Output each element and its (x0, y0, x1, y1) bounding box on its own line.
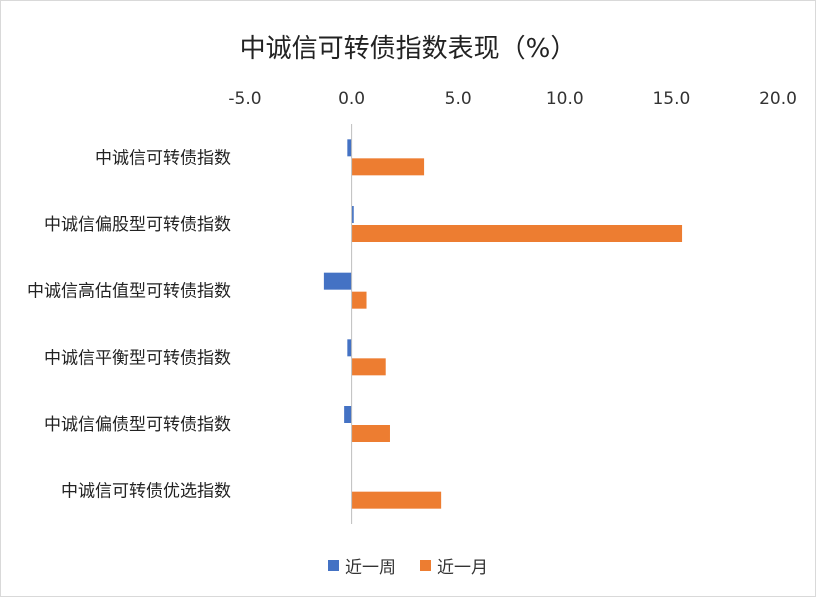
bars (323, 139, 683, 509)
category-label: 中诚信平衡型可转债指数 (44, 348, 231, 368)
x-tick-label: 0.0 (338, 89, 365, 109)
x-tick-label: 20.0 (759, 89, 797, 109)
bar-series-1 (344, 406, 352, 423)
bar-series-1 (347, 139, 352, 157)
bar-series-1 (323, 272, 352, 290)
x-tick-label: -5.0 (228, 89, 261, 109)
bar-series-2 (351, 491, 442, 509)
x-tick-label: 15.0 (652, 89, 690, 109)
category-label: 中诚信高估值型可转债指数 (27, 282, 231, 302)
legend-swatch-series-2 (420, 560, 431, 571)
chart-title: 中诚信可转债指数表现（%） (239, 34, 577, 64)
bar-series-1 (351, 206, 354, 223)
bar-series-2 (351, 291, 367, 309)
category-label: 中诚信可转债指数 (95, 148, 231, 168)
category-label: 中诚信偏股型可转债指数 (44, 215, 231, 235)
category-label: 中诚信偏债型可转债指数 (44, 415, 231, 435)
bar-series-1 (347, 339, 352, 357)
legend-label-series-2: 近一月 (437, 558, 488, 578)
x-tick-label: 10.0 (546, 89, 584, 109)
x-tick-label: 5.0 (445, 89, 472, 109)
x-axis-ticks: -5.0 0.0 5.0 10.0 15.0 20.0 (228, 89, 797, 109)
legend-item-series-2: 近一月 (420, 553, 488, 578)
category-label: 中诚信可转债优选指数 (61, 482, 231, 502)
legend: 近一周 近一月 (0, 553, 816, 578)
bar-series-2 (351, 425, 390, 442)
bar-series-2 (351, 358, 386, 376)
bar-series-2 (351, 158, 425, 176)
legend-swatch-series-1 (328, 560, 339, 571)
bar-series-2 (351, 225, 683, 242)
legend-label-series-1: 近一周 (345, 558, 396, 578)
category-labels: 中诚信可转债指数中诚信偏股型可转债指数中诚信高估值型可转债指数中诚信平衡型可转债… (27, 148, 231, 501)
legend-item-series-1: 近一周 (328, 553, 396, 578)
